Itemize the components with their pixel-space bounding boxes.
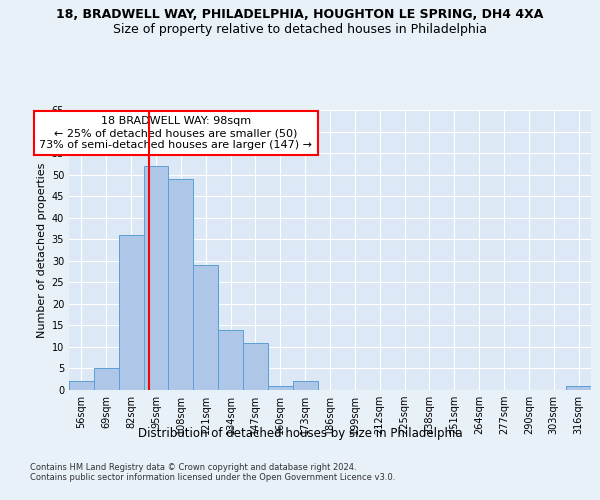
Bar <box>293 382 317 390</box>
Bar <box>169 179 193 390</box>
Text: Distribution of detached houses by size in Philadelphia: Distribution of detached houses by size … <box>137 428 463 440</box>
Y-axis label: Number of detached properties: Number of detached properties <box>37 162 47 338</box>
Text: Contains HM Land Registry data © Crown copyright and database right 2024.
Contai: Contains HM Land Registry data © Crown c… <box>30 462 395 482</box>
Bar <box>243 342 268 390</box>
Bar <box>218 330 243 390</box>
Bar <box>119 235 143 390</box>
Bar <box>566 386 591 390</box>
Bar <box>69 382 94 390</box>
Bar <box>193 265 218 390</box>
Bar <box>94 368 119 390</box>
Text: 18, BRADWELL WAY, PHILADELPHIA, HOUGHTON LE SPRING, DH4 4XA: 18, BRADWELL WAY, PHILADELPHIA, HOUGHTON… <box>56 8 544 20</box>
Text: 18 BRADWELL WAY: 98sqm
← 25% of detached houses are smaller (50)
73% of semi-det: 18 BRADWELL WAY: 98sqm ← 25% of detached… <box>40 116 313 150</box>
Bar <box>268 386 293 390</box>
Bar <box>143 166 169 390</box>
Text: Size of property relative to detached houses in Philadelphia: Size of property relative to detached ho… <box>113 22 487 36</box>
